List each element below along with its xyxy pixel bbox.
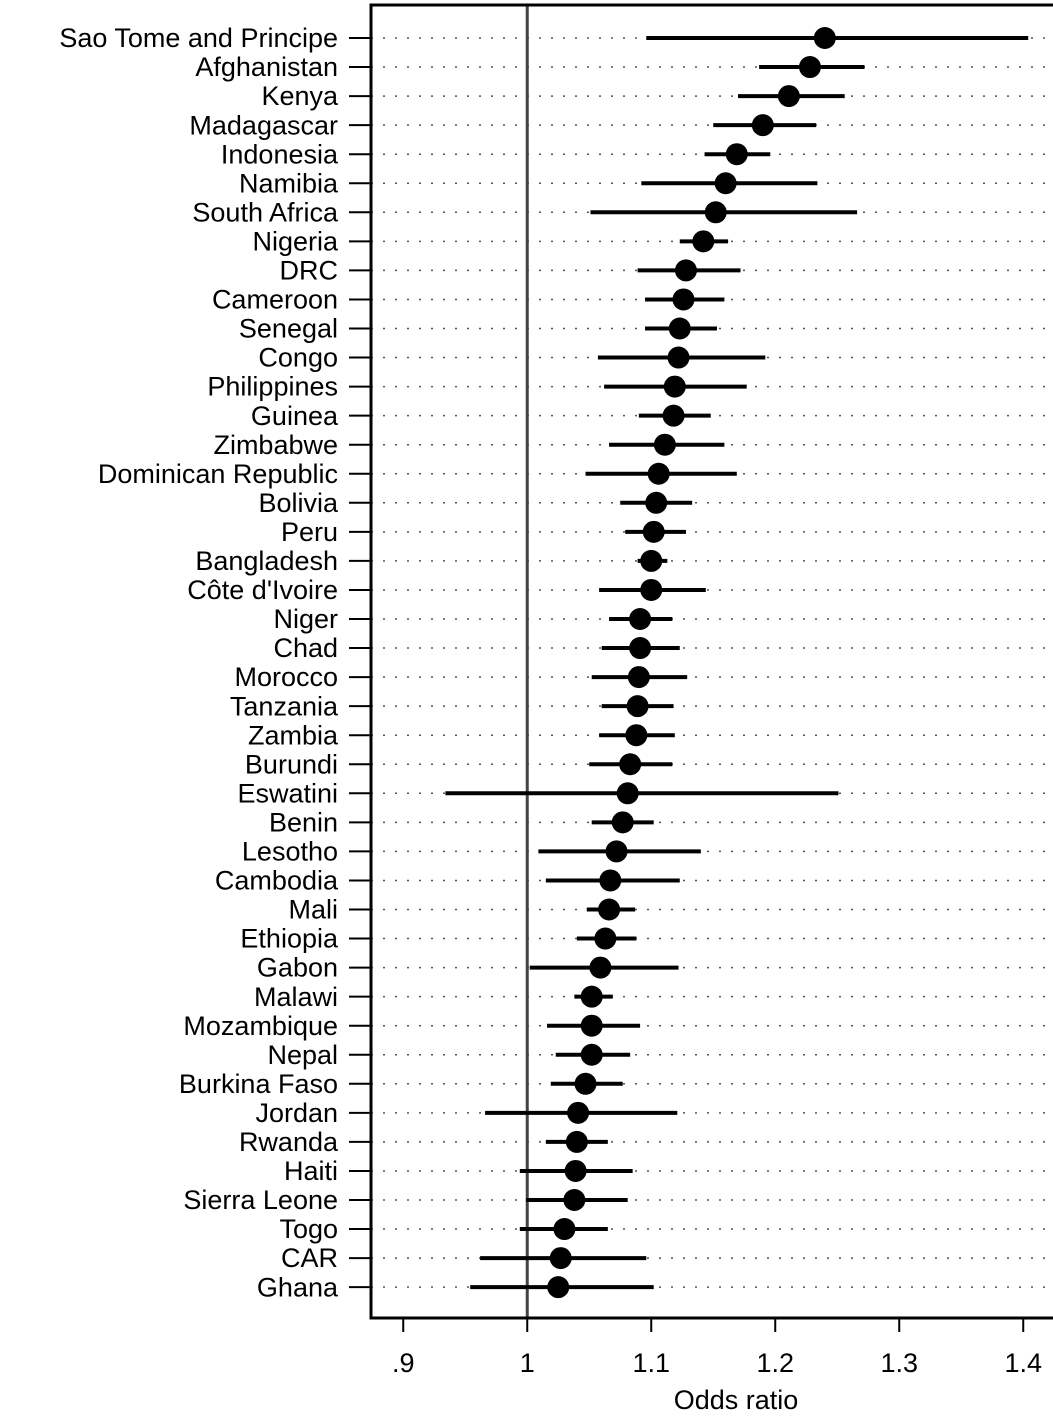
point-estimate xyxy=(626,695,649,718)
y-tick-label: Rwanda xyxy=(239,1127,339,1157)
y-tick-label: Philippines xyxy=(207,372,338,402)
y-tick-label: Guinea xyxy=(251,401,339,431)
point-estimate xyxy=(616,782,639,805)
point-estimate xyxy=(564,1159,587,1182)
point-estimate xyxy=(672,288,695,311)
point-estimate xyxy=(647,462,670,485)
y-tick-label: Sierra Leone xyxy=(183,1185,338,1215)
point-estimate xyxy=(567,1101,590,1124)
point-estimate xyxy=(625,724,648,747)
y-tick-label: Cameroon xyxy=(212,285,338,315)
y-tick-label: CAR xyxy=(281,1243,338,1273)
y-tick-label: South Africa xyxy=(192,197,339,227)
point-estimate xyxy=(611,811,634,834)
point-estimate xyxy=(667,346,690,369)
point-estimate xyxy=(553,1218,576,1241)
x-tick-label: 1 xyxy=(520,1348,535,1378)
y-tick-label: Afghanistan xyxy=(195,52,338,82)
point-estimate xyxy=(798,56,821,79)
x-tick-label: 1.1 xyxy=(632,1348,670,1378)
point-estimate xyxy=(627,666,650,689)
y-tick-label: Burkina Faso xyxy=(179,1069,338,1099)
y-tick-label: Ghana xyxy=(257,1272,339,1302)
point-estimate xyxy=(777,85,800,108)
point-estimate xyxy=(598,898,621,921)
y-tick-label: Togo xyxy=(279,1214,338,1244)
y-tick-label: Cambodia xyxy=(215,866,339,896)
y-tick-label: DRC xyxy=(280,256,339,286)
point-estimate xyxy=(580,985,603,1008)
y-tick-label: Gabon xyxy=(257,953,338,983)
y-tick-label: Côte d'Ivoire xyxy=(187,575,338,605)
point-estimate xyxy=(642,520,665,543)
y-tick-label: Bolivia xyxy=(258,488,339,518)
point-estimate xyxy=(629,637,652,660)
x-tick-label: 1.3 xyxy=(880,1348,918,1378)
point-estimate xyxy=(645,491,668,514)
y-tick-label: Sao Tome and Principe xyxy=(59,23,338,53)
y-tick-label: Haiti xyxy=(284,1156,338,1186)
point-estimate xyxy=(751,114,774,137)
y-tick-label: Madagascar xyxy=(189,110,338,140)
y-tick-label: Namibia xyxy=(239,168,339,198)
point-estimate xyxy=(813,27,836,49)
y-tick-label: Peru xyxy=(281,517,338,547)
y-tick-label: Senegal xyxy=(239,314,338,344)
y-tick-label: Bangladesh xyxy=(195,546,338,576)
point-estimate xyxy=(662,404,685,427)
point-estimate xyxy=(619,753,642,776)
point-estimate xyxy=(565,1130,588,1153)
point-estimate xyxy=(580,1014,603,1037)
y-tick-label: Lesotho xyxy=(242,837,338,867)
point-estimate xyxy=(563,1189,586,1211)
y-tick-label: Congo xyxy=(258,343,338,373)
x-tick-label: 1.4 xyxy=(1004,1348,1042,1378)
x-tick-label: 1.2 xyxy=(756,1348,794,1378)
y-tick-label: Niger xyxy=(273,604,338,634)
point-estimate xyxy=(725,143,748,166)
point-estimate xyxy=(674,259,697,282)
y-tick-label: Indonesia xyxy=(221,139,339,169)
point-estimate xyxy=(574,1072,597,1095)
y-tick-label: Morocco xyxy=(234,662,338,692)
point-estimate xyxy=(605,840,628,863)
x-tick-label: .9 xyxy=(392,1348,415,1378)
y-tick-label: Malawi xyxy=(254,982,338,1012)
y-tick-label: Nepal xyxy=(267,1040,338,1070)
point-estimate xyxy=(668,317,691,340)
y-tick-label: Tanzania xyxy=(230,691,339,721)
y-tick-label: Ethiopia xyxy=(240,924,339,954)
x-axis-label: Odds ratio xyxy=(674,1385,799,1415)
point-estimate xyxy=(692,230,715,253)
point-estimate xyxy=(640,578,663,601)
point-estimate xyxy=(589,956,612,979)
point-estimate xyxy=(663,375,686,398)
point-estimate xyxy=(549,1247,572,1270)
plot-frame xyxy=(369,3,1053,1320)
y-tick-label: Eswatini xyxy=(237,778,338,808)
y-tick-label: Mali xyxy=(288,895,338,925)
point-estimate xyxy=(704,201,727,224)
y-tick-label: Burundi xyxy=(245,749,338,779)
y-tick-label: Zambia xyxy=(248,720,339,750)
y-tick-label: Chad xyxy=(273,633,338,663)
point-estimate xyxy=(547,1276,570,1299)
y-tick-label: Nigeria xyxy=(252,226,339,256)
point-estimate xyxy=(629,608,652,630)
point-estimate xyxy=(594,927,617,950)
y-tick-label: Benin xyxy=(269,807,338,837)
point-estimate xyxy=(640,549,663,572)
point-estimate xyxy=(580,1043,603,1066)
y-tick-label: Kenya xyxy=(261,81,339,111)
y-tick-label: Zimbabwe xyxy=(213,430,338,460)
point-estimate xyxy=(714,172,737,195)
point-estimate xyxy=(653,433,676,456)
y-tick-label: Dominican Republic xyxy=(98,459,338,489)
point-estimate xyxy=(599,869,622,892)
y-tick-label: Mozambique xyxy=(183,1011,338,1041)
y-tick-label: Jordan xyxy=(255,1098,338,1128)
